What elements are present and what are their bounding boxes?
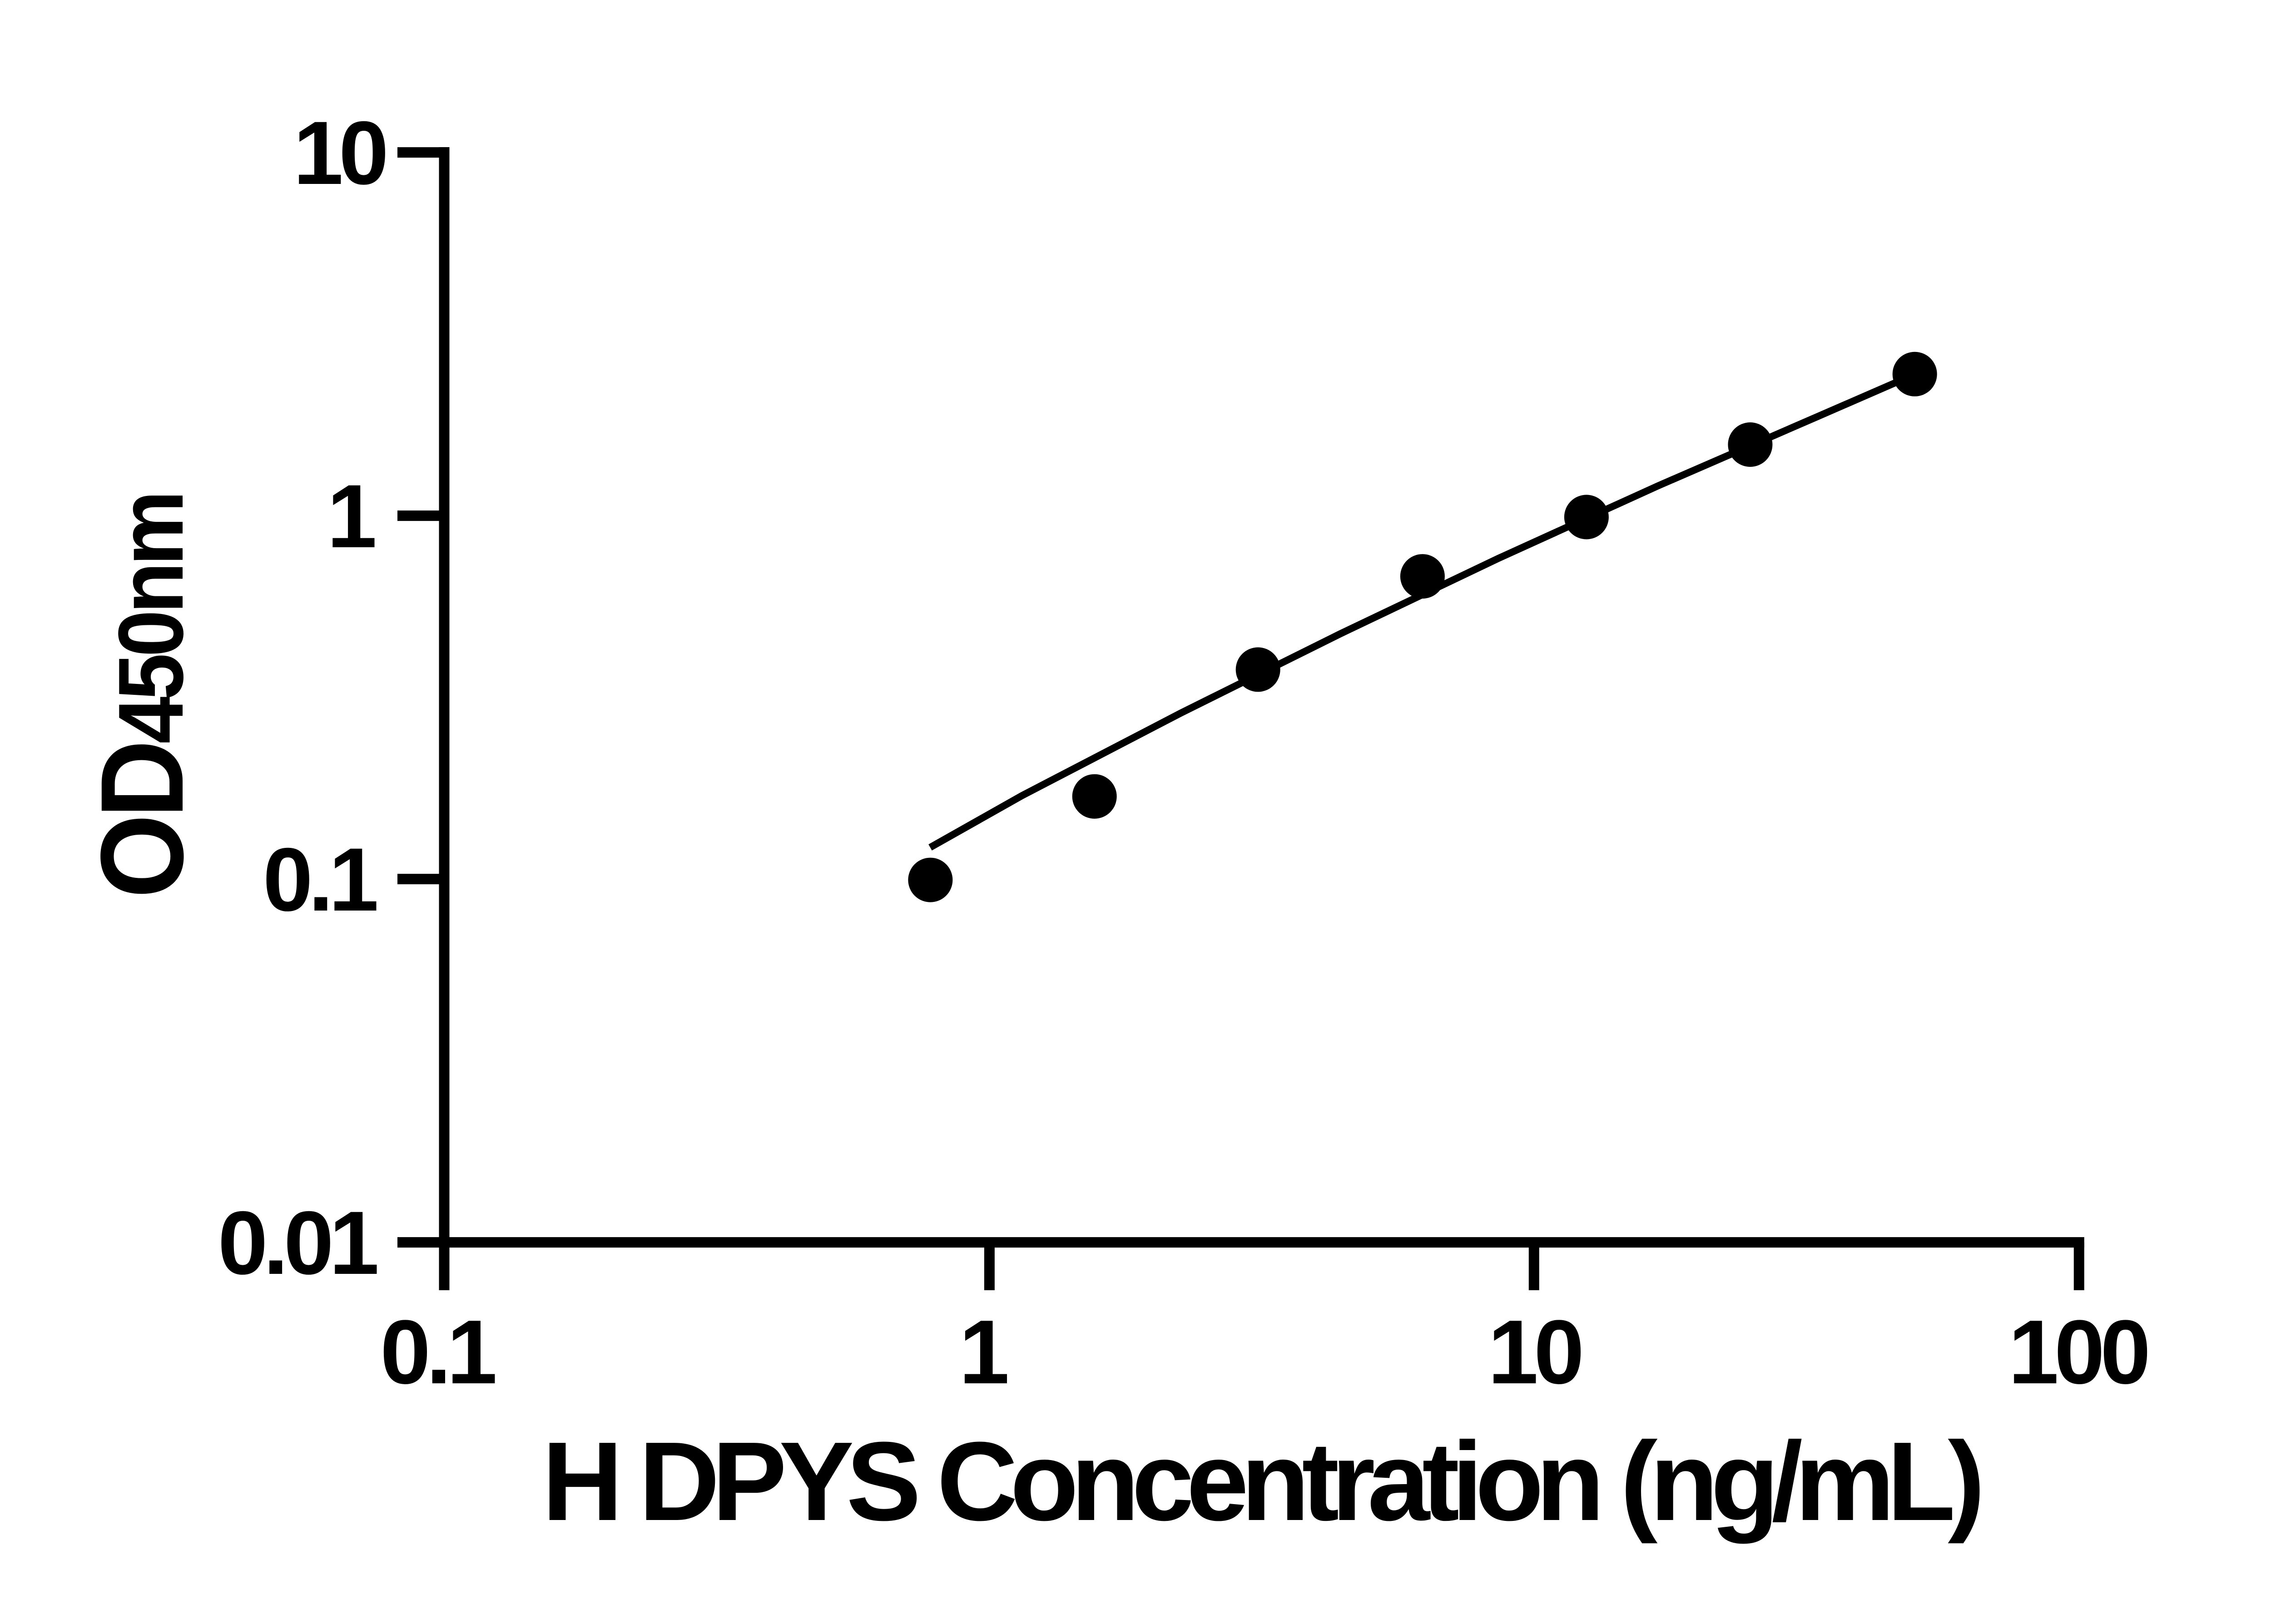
svg-text:0.01: 0.01 <box>218 1193 377 1293</box>
svg-text:10: 10 <box>293 103 385 203</box>
svg-text:0.1: 0.1 <box>263 829 377 930</box>
svg-text:1: 1 <box>327 466 375 566</box>
svg-text:H DPYS Concentration (ng/mL): H DPYS Concentration (ng/mL) <box>542 1419 1979 1544</box>
svg-text:0.1: 0.1 <box>380 1302 495 1403</box>
svg-text:100: 100 <box>2008 1302 2147 1403</box>
svg-text:10: 10 <box>1488 1302 1581 1403</box>
svg-text:1: 1 <box>959 1302 1007 1403</box>
svg-text:OD450nm: OD450nm <box>76 494 208 898</box>
